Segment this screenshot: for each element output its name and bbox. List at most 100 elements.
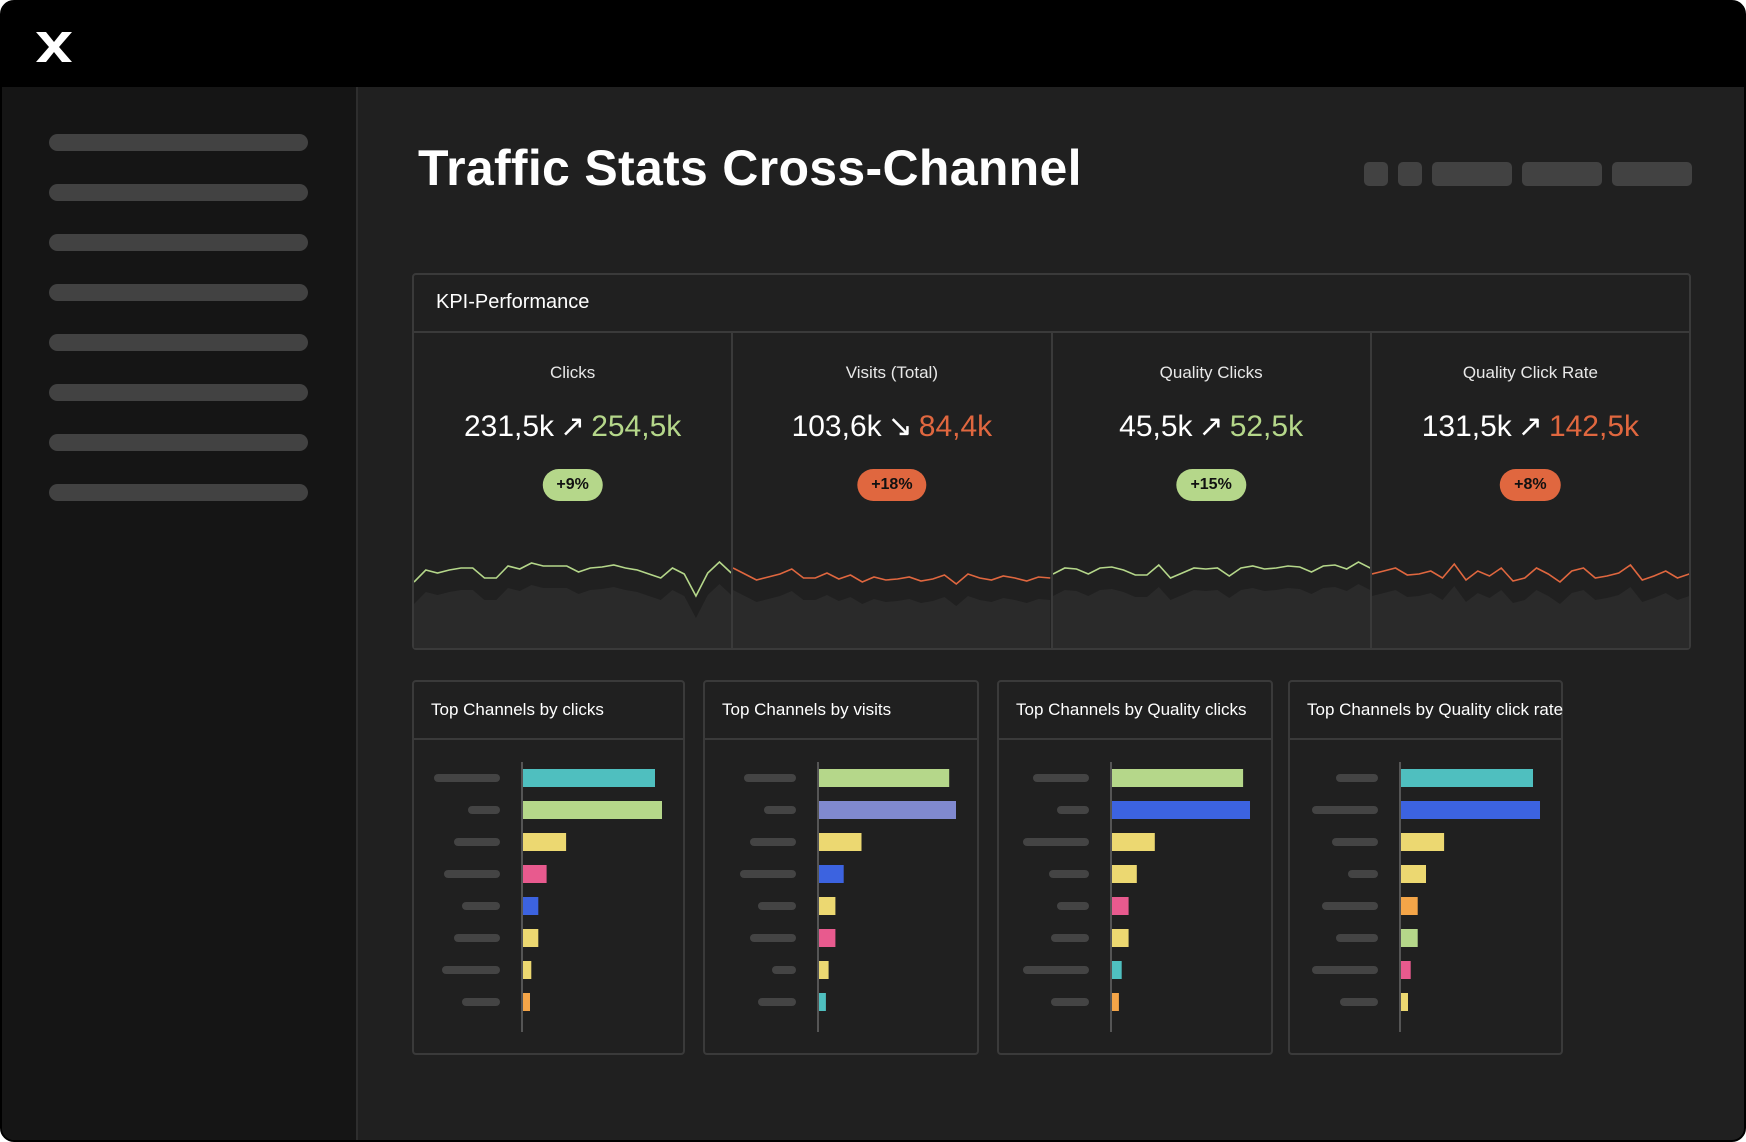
channel-bar[interactable]	[523, 897, 539, 915]
kpi-current-value: 142,5k	[1548, 410, 1640, 443]
channel-bar[interactable]	[1401, 993, 1408, 1011]
channel-bar[interactable]	[819, 929, 836, 947]
channel-bar[interactable]	[1401, 801, 1540, 819]
bar-label-placeholder	[442, 966, 500, 974]
kpi-card[interactable]: Quality Click Rate 131,5k ↗ 142,5k +8%	[1371, 333, 1689, 648]
channel-bar[interactable]	[523, 833, 567, 851]
trend-up-icon: ↗	[560, 410, 586, 443]
bar-label-placeholder	[454, 838, 500, 846]
kpi-card[interactable]: Visits (Total) 103,6k ↘ 84,4k +18%	[733, 333, 1053, 648]
bar-label-placeholder	[1340, 998, 1378, 1006]
channel-bar[interactable]	[1401, 769, 1533, 787]
sidebar-item-3[interactable]	[49, 234, 308, 251]
channel-bar[interactable]	[523, 769, 655, 787]
bar-label-placeholder	[744, 774, 796, 782]
bar-label-placeholder	[758, 902, 796, 910]
sidebar-item-8[interactable]	[49, 484, 308, 501]
sparkline-area	[733, 590, 1051, 648]
channel-card-title: Top Channels by Quality click rate	[1290, 682, 1563, 740]
channel-bar[interactable]	[819, 833, 862, 851]
toolbar-button-3[interactable]	[1432, 162, 1512, 186]
kpi-current-value: 254,5k	[591, 410, 682, 443]
change-badge: +18%	[857, 469, 927, 501]
x-logo-icon[interactable]	[34, 30, 74, 64]
kpi-card[interactable]: Quality Clicks 45,5k ↗ 52,5k +15%	[1052, 333, 1372, 648]
bar-label-placeholder	[462, 902, 500, 910]
channel-bar[interactable]	[1112, 865, 1137, 883]
channel-bar[interactable]	[1401, 961, 1411, 979]
channel-bar[interactable]	[1401, 833, 1445, 851]
toolbar-button-4[interactable]	[1522, 162, 1602, 186]
channel-bar[interactable]	[1112, 833, 1155, 851]
channel-bar[interactable]	[819, 865, 844, 883]
sidebar-item-4[interactable]	[49, 284, 308, 301]
channel-bar[interactable]	[1112, 929, 1129, 947]
sparkline-line	[733, 567, 1051, 586]
bar-label-placeholder	[764, 806, 796, 814]
channel-card[interactable]: Top Channels by visits	[703, 680, 979, 1055]
kpi-sparkline	[1371, 562, 1689, 648]
sidebar	[2, 87, 358, 1140]
channel-bar[interactable]	[1401, 897, 1418, 915]
kpi-sparkline	[1052, 561, 1370, 648]
bar-label-placeholder	[454, 934, 500, 942]
change-badge: +15%	[1176, 469, 1246, 501]
kpi-sparkline	[733, 567, 1051, 648]
toolbar-button-5[interactable]	[1612, 162, 1692, 186]
sparkline-area	[1371, 586, 1689, 648]
channel-bar[interactable]	[819, 769, 950, 787]
kpi-previous-value: 131,5k	[1421, 410, 1512, 443]
bar-label-placeholder	[1322, 902, 1378, 910]
bar-label-placeholder	[1049, 870, 1089, 878]
bar-label-placeholder	[1057, 806, 1089, 814]
bar-label-placeholder	[1023, 838, 1089, 846]
channel-bar[interactable]	[819, 993, 826, 1011]
channel-card[interactable]: Top Channels by Quality clicks	[997, 680, 1273, 1055]
channel-bar[interactable]	[523, 993, 530, 1011]
channel-card[interactable]: Top Channels by clicks	[412, 680, 685, 1055]
sparkline-area	[1052, 584, 1370, 648]
channel-bar[interactable]	[1401, 865, 1426, 883]
bar-label-placeholder	[1336, 774, 1378, 782]
kpi-panel-title: KPI-Performance	[414, 275, 1689, 333]
sidebar-item-5[interactable]	[49, 334, 308, 351]
bar-label-placeholder	[1051, 998, 1089, 1006]
kpi-values: 45,5k ↗ 52,5k	[1053, 409, 1370, 444]
kpi-card[interactable]: Clicks 231,5k ↗ 254,5k +9%	[414, 333, 734, 648]
bar-label-placeholder	[444, 870, 500, 878]
channel-bar[interactable]	[819, 961, 829, 979]
channel-bar[interactable]	[523, 961, 532, 979]
change-badge: +8%	[1500, 469, 1561, 501]
kpi-cells: Clicks 231,5k ↗ 254,5k +9% Visits (Total) 103,…	[414, 333, 1689, 648]
toolbar-button-2[interactable]	[1398, 162, 1422, 186]
kpi-label: Quality Clicks	[1159, 363, 1263, 382]
sidebar-item-7[interactable]	[49, 434, 308, 451]
channel-bar[interactable]	[819, 897, 836, 915]
bar-label-placeholder	[1051, 934, 1089, 942]
channel-bar[interactable]	[819, 801, 956, 819]
channel-bar[interactable]	[1401, 929, 1418, 947]
sidebar-item-6[interactable]	[49, 384, 308, 401]
channel-bar[interactable]	[1112, 769, 1244, 787]
bar-label-placeholder	[750, 838, 796, 846]
main-content: Traffic Stats Cross-Channel KPI-Performa…	[360, 87, 1744, 1140]
kpi-previous-value: 231,5k	[463, 410, 555, 443]
kpi-sparkline	[414, 560, 732, 648]
channel-bar[interactable]	[1112, 897, 1129, 915]
channel-bar[interactable]	[1112, 961, 1122, 979]
kpi-values: 231,5k ↗ 254,5k	[414, 409, 731, 444]
bar-label-placeholder	[1348, 870, 1378, 878]
channel-bar[interactable]	[523, 929, 539, 947]
channel-card[interactable]: Top Channels by Quality click rate	[1288, 680, 1563, 1055]
channel-bar[interactable]	[1112, 801, 1250, 819]
channel-bar[interactable]	[1112, 993, 1119, 1011]
trend-up-icon: ↗	[1198, 410, 1224, 443]
bar-label-placeholder	[740, 870, 796, 878]
sparkline-line	[414, 560, 732, 598]
sidebar-item-2[interactable]	[49, 184, 308, 201]
toolbar-button-1[interactable]	[1364, 162, 1388, 186]
sidebar-item-1[interactable]	[49, 134, 308, 151]
channel-bar[interactable]	[523, 865, 547, 883]
channel-bar[interactable]	[523, 801, 662, 819]
bar-label-placeholder	[1336, 934, 1378, 942]
